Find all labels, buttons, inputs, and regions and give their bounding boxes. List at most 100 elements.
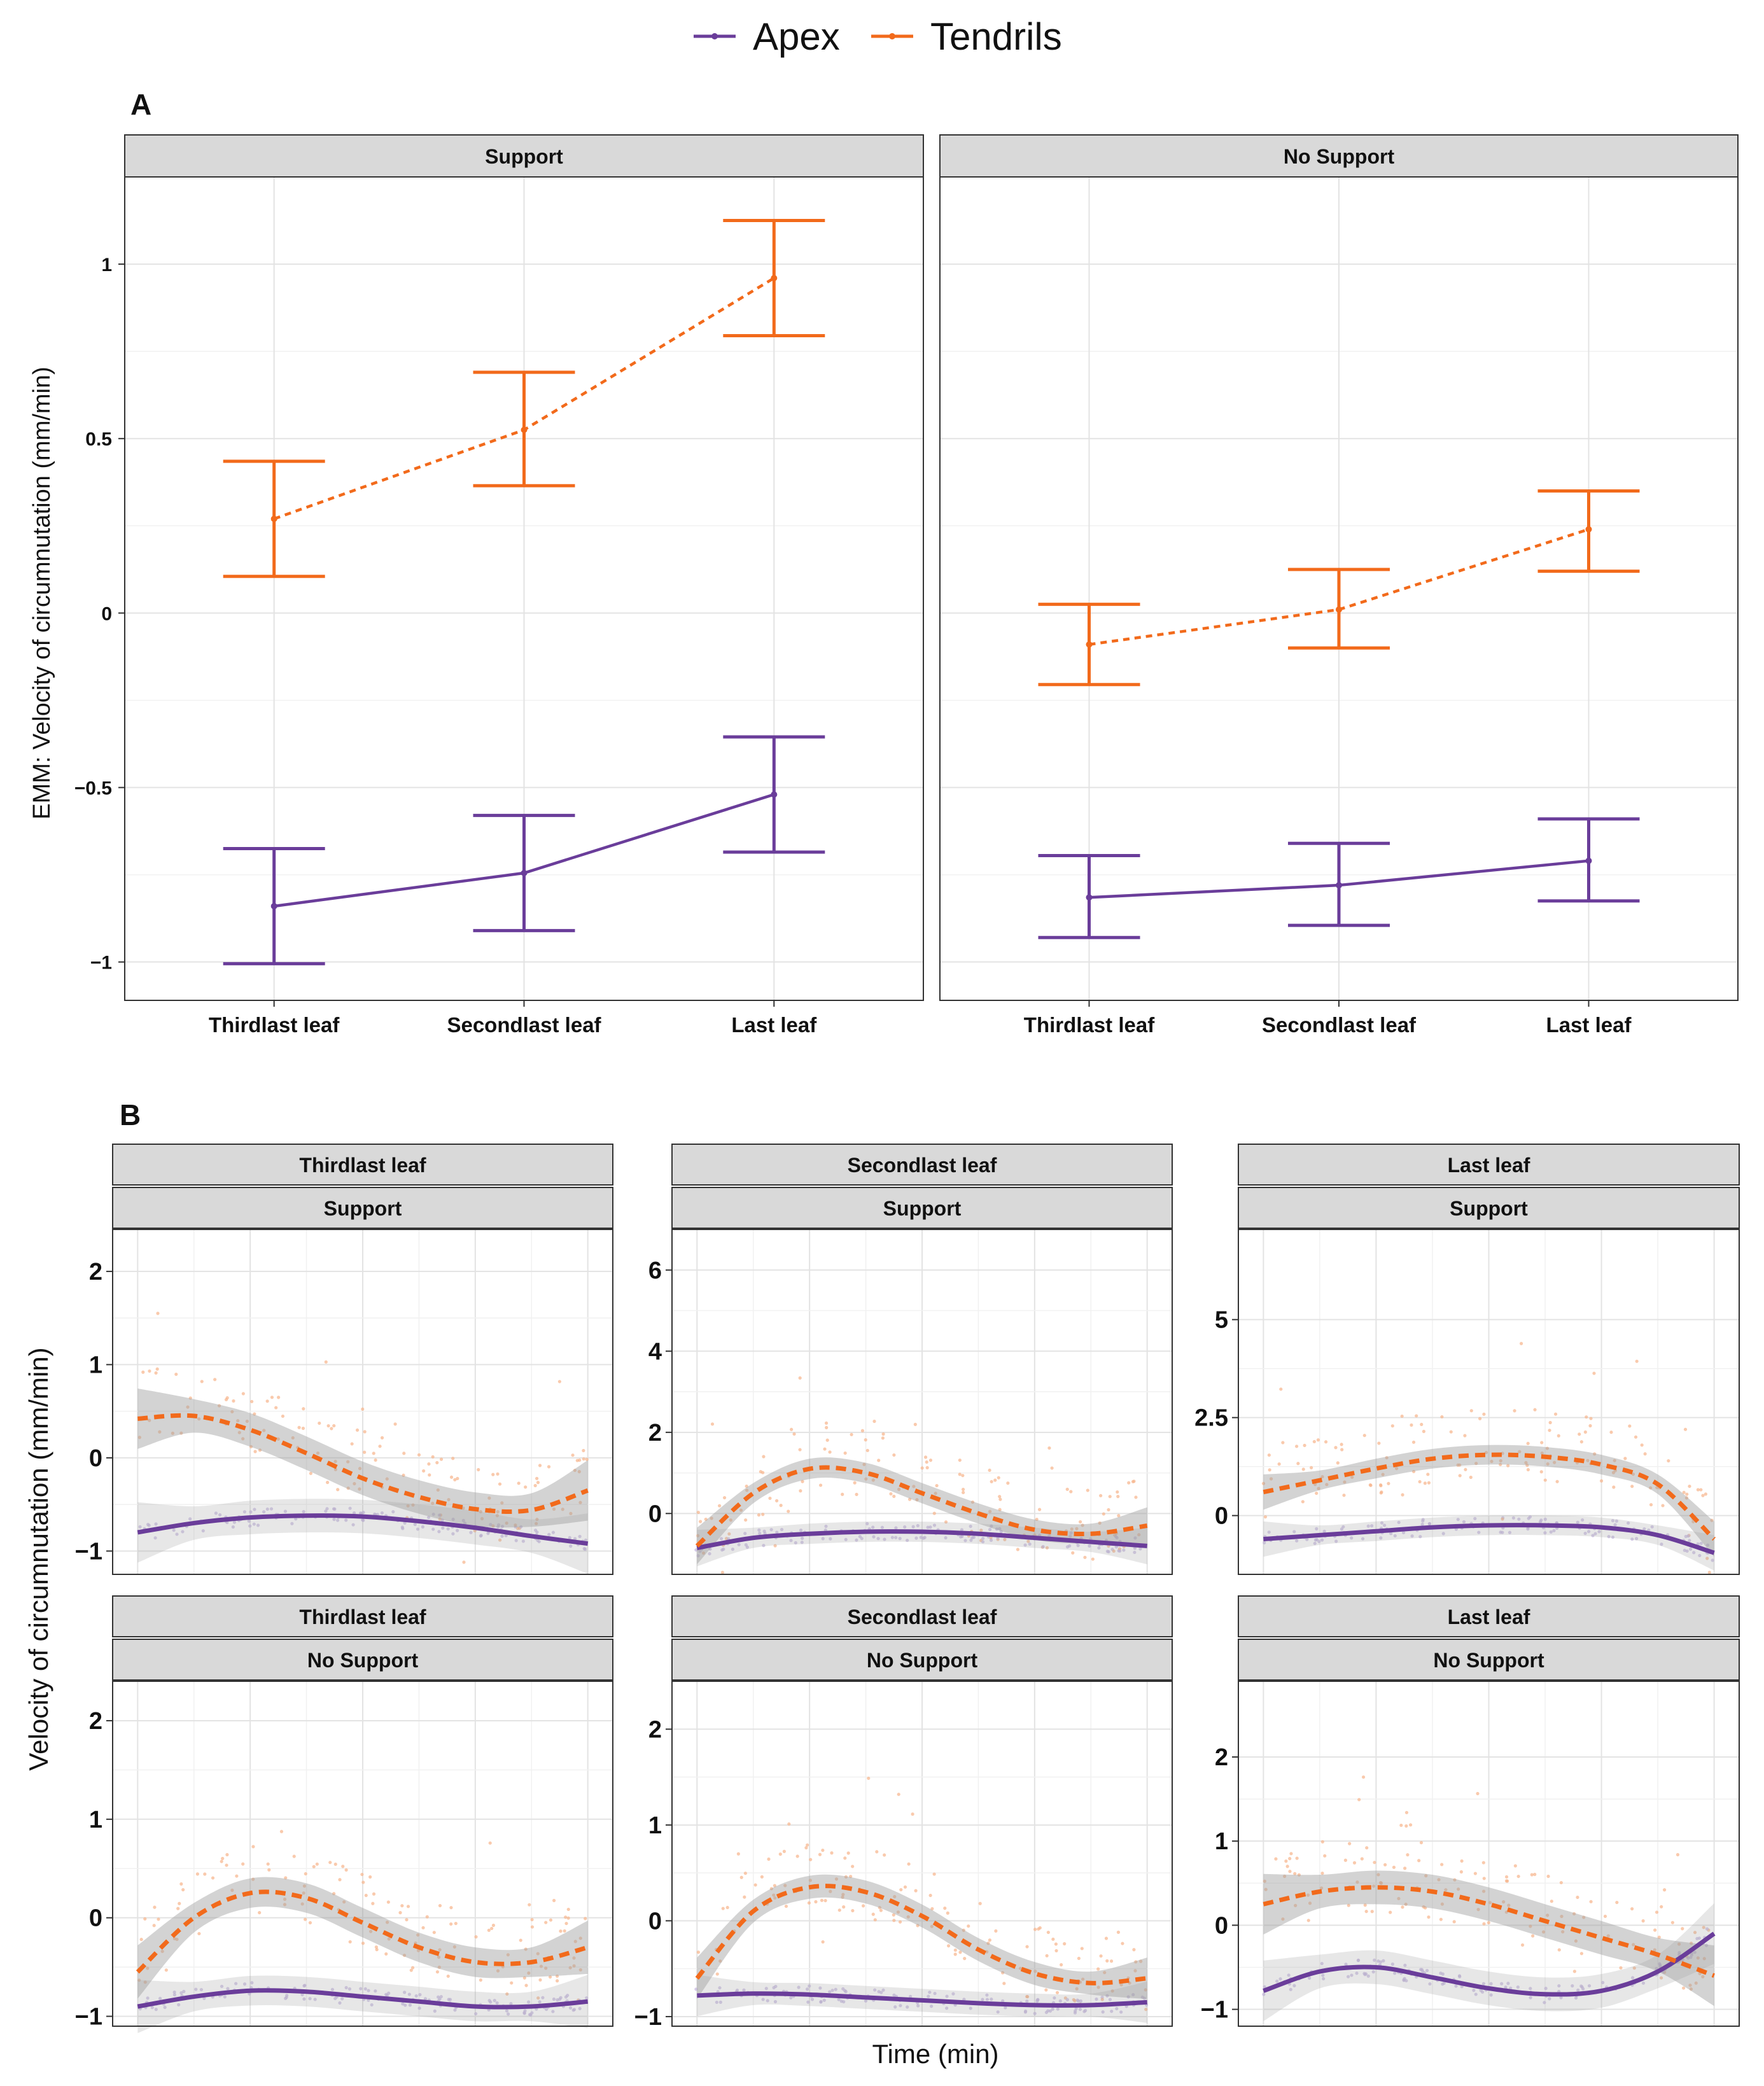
raw-point-tendrils xyxy=(1453,1878,1457,1882)
raw-point-tendrils xyxy=(1705,1557,1709,1560)
raw-point-tendrils xyxy=(1081,1523,1084,1527)
raw-point-apex xyxy=(218,1513,222,1517)
raw-point-tendrils xyxy=(1274,1857,1278,1861)
raw-point-apex xyxy=(1315,1537,1319,1542)
data-point xyxy=(270,515,277,522)
raw-point-tendrils xyxy=(1482,1877,1486,1880)
raw-point-tendrils xyxy=(438,1903,442,1908)
raw-point-tendrils xyxy=(934,1492,937,1495)
raw-point-tendrils xyxy=(1688,1984,1692,1987)
raw-point-apex xyxy=(1583,1531,1587,1536)
raw-point-tendrils xyxy=(867,1776,871,1781)
raw-point-tendrils xyxy=(566,1916,570,1920)
raw-point-tendrils xyxy=(844,1875,848,1879)
raw-point-tendrils xyxy=(582,1448,585,1453)
raw-point-tendrils xyxy=(500,1501,504,1505)
raw-point-tendrils xyxy=(792,1432,796,1436)
raw-point-apex xyxy=(1403,1963,1407,1967)
raw-point-tendrils xyxy=(221,1856,225,1861)
raw-point-apex xyxy=(718,2000,722,2004)
raw-point-tendrils xyxy=(1002,1982,1006,1985)
raw-point-tendrils xyxy=(767,1857,771,1861)
raw-point-tendrils xyxy=(768,1496,772,1501)
panel-border xyxy=(1238,1229,1740,1575)
x-tick-label: Last leaf xyxy=(1546,1013,1632,1037)
raw-point-tendrils xyxy=(281,1414,285,1418)
raw-point-apex xyxy=(928,1525,932,1529)
raw-point-tendrils xyxy=(1635,1359,1639,1363)
raw-point-apex xyxy=(1543,1517,1547,1521)
raw-point-apex xyxy=(995,1527,999,1531)
raw-point-apex xyxy=(762,1544,766,1548)
raw-point-apex xyxy=(944,1536,948,1540)
raw-point-tendrils xyxy=(578,1936,582,1940)
raw-point-tendrils xyxy=(490,1926,494,1931)
y-tick-label: 2 xyxy=(89,1259,102,1285)
y-tick-label: −1 xyxy=(634,2004,662,2031)
raw-point-apex xyxy=(960,1528,964,1532)
raw-point-apex xyxy=(348,1506,352,1510)
raw-point-tendrils xyxy=(1336,1461,1340,1465)
raw-point-apex xyxy=(1346,1975,1350,1978)
raw-point-apex xyxy=(265,1507,269,1511)
raw-point-apex xyxy=(352,1511,356,1515)
raw-point-tendrils xyxy=(1357,1798,1361,1802)
raw-point-apex xyxy=(945,2006,949,2010)
raw-point-apex xyxy=(294,1517,298,1521)
raw-point-apex xyxy=(722,1547,725,1551)
raw-point-tendrils xyxy=(834,1877,839,1881)
raw-point-tendrils xyxy=(1073,1999,1077,2003)
raw-point-tendrils xyxy=(361,1942,365,1945)
raw-point-tendrils xyxy=(1696,1956,1700,1960)
raw-point-tendrils xyxy=(710,1422,715,1426)
data-point xyxy=(1336,606,1342,613)
raw-point-tendrils xyxy=(1513,1409,1516,1413)
raw-point-apex xyxy=(1442,1981,1446,1985)
raw-point-tendrils xyxy=(778,1852,782,1856)
raw-point-tendrils xyxy=(762,1455,766,1459)
raw-point-apex xyxy=(1688,1547,1693,1551)
raw-point-tendrils xyxy=(330,1427,333,1431)
raw-point-apex xyxy=(1695,1936,1699,1941)
raw-point-tendrils xyxy=(384,1952,388,1956)
raw-point-tendrils xyxy=(1387,1481,1390,1485)
raw-point-apex xyxy=(1389,1532,1393,1536)
raw-point-apex xyxy=(1683,1548,1686,1552)
raw-point-tendrils xyxy=(452,1945,456,1949)
raw-point-apex xyxy=(731,1547,735,1551)
raw-point-apex xyxy=(154,2008,158,2012)
raw-point-tendrils xyxy=(584,1917,587,1921)
raw-point-tendrils xyxy=(572,1964,576,1968)
raw-point-tendrils xyxy=(1051,1937,1055,1941)
raw-point-tendrils xyxy=(564,1915,568,1919)
raw-point-tendrils xyxy=(1463,1434,1467,1438)
raw-point-tendrils xyxy=(1079,1520,1082,1524)
raw-point-apex xyxy=(1611,1519,1615,1523)
raw-point-tendrils xyxy=(1553,1460,1557,1464)
raw-point-apex xyxy=(1692,1551,1696,1555)
raw-point-tendrils xyxy=(1303,1443,1306,1447)
raw-point-tendrils xyxy=(171,1431,174,1435)
raw-point-tendrils xyxy=(573,1940,577,1943)
raw-point-apex xyxy=(1350,1536,1354,1540)
raw-point-apex xyxy=(1706,1543,1710,1547)
raw-point-tendrils xyxy=(1340,1443,1343,1446)
raw-point-apex xyxy=(789,1539,793,1543)
raw-point-tendrils xyxy=(1704,1492,1707,1496)
raw-point-apex xyxy=(928,1991,932,1994)
raw-point-tendrils xyxy=(1075,1527,1079,1530)
raw-point-tendrils xyxy=(1132,1948,1136,1952)
raw-point-tendrils xyxy=(879,1908,883,1912)
raw-point-apex xyxy=(418,1992,422,1997)
raw-point-apex xyxy=(932,1523,937,1527)
raw-point-tendrils xyxy=(1481,1861,1485,1865)
raw-point-apex xyxy=(285,1994,289,1998)
raw-point-tendrils xyxy=(1529,1924,1532,1928)
raw-point-tendrils xyxy=(326,1424,330,1428)
raw-point-tendrils xyxy=(1091,1557,1095,1561)
raw-point-tendrils xyxy=(348,1940,352,1944)
raw-point-tendrils xyxy=(962,1928,965,1932)
raw-point-tendrils xyxy=(696,1510,700,1515)
raw-point-apex xyxy=(1289,1987,1292,1991)
raw-point-apex xyxy=(391,1510,395,1514)
